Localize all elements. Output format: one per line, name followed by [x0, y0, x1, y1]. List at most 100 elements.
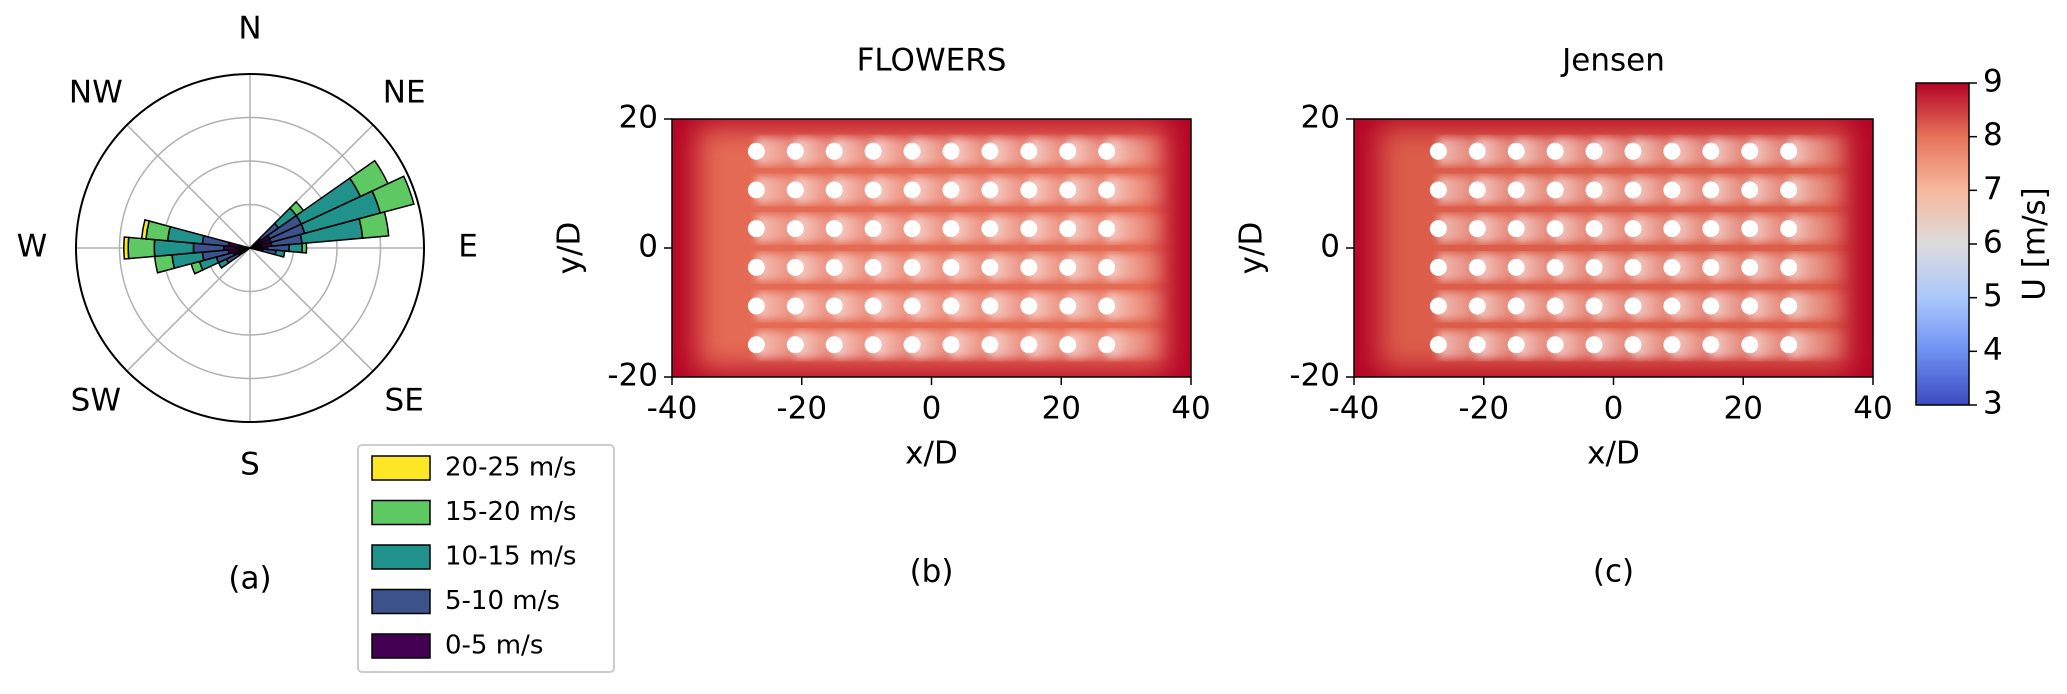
turbine	[747, 142, 765, 160]
turbine	[1663, 336, 1681, 354]
wind-bar	[301, 242, 308, 254]
turbine	[825, 220, 843, 238]
wind-bar	[140, 218, 151, 240]
panel-label: (b)	[910, 554, 954, 590]
colorbar-label: U [m/s]	[2017, 187, 2053, 301]
turbine	[1020, 258, 1038, 276]
x-tick-label: 20	[1042, 391, 1081, 427]
turbine	[1468, 336, 1486, 354]
turbine	[981, 142, 999, 160]
turbine	[1507, 220, 1525, 238]
turbine	[864, 142, 882, 160]
turbine	[1020, 142, 1038, 160]
y-tick-label: -20	[607, 358, 658, 394]
turbine	[1780, 181, 1798, 199]
wind-bar	[201, 234, 230, 247]
colorbar-tick-label: 9	[1983, 64, 2003, 100]
wake	[1106, 137, 1169, 165]
x-tick-label: 0	[1604, 391, 1624, 427]
turbine	[1663, 220, 1681, 238]
turbine	[1059, 297, 1077, 315]
wake	[1106, 176, 1169, 204]
turbine	[1059, 336, 1077, 354]
turbine	[1059, 220, 1077, 238]
velocity-field	[1378, 126, 1849, 370]
turbine	[1741, 181, 1759, 199]
turbine	[1702, 142, 1720, 160]
y-tick-label: 0	[1320, 229, 1340, 265]
turbine	[1741, 258, 1759, 276]
turbine	[1663, 181, 1681, 199]
turbine	[981, 220, 999, 238]
turbine	[1624, 220, 1642, 238]
y-tick-label: 20	[1301, 100, 1340, 136]
turbine	[1702, 336, 1720, 354]
legend-swatch	[371, 588, 431, 615]
turbine	[1702, 181, 1720, 199]
turbine	[1098, 142, 1116, 160]
turbine	[825, 258, 843, 276]
turbine	[1429, 181, 1447, 199]
turbine	[981, 336, 999, 354]
turbine	[903, 142, 921, 160]
turbine	[981, 258, 999, 276]
x-tick-label: 20	[1724, 391, 1763, 427]
legend-swatch	[371, 633, 431, 659]
turbine	[1468, 258, 1486, 276]
turbine	[1702, 297, 1720, 315]
turbine	[1741, 142, 1759, 160]
x-tick-label: -40	[1329, 391, 1380, 427]
turbine	[942, 258, 960, 276]
turbine	[1780, 297, 1798, 315]
turbine	[1468, 220, 1486, 238]
legend-label: 10-15 m/s	[445, 542, 576, 572]
wind-bar	[153, 254, 176, 274]
legend-swatch	[371, 499, 431, 526]
turbine	[1585, 181, 1603, 199]
y-tick-label: -20	[1289, 358, 1340, 394]
velocity-field	[1354, 119, 1873, 377]
turbine	[864, 181, 882, 199]
turbine	[1741, 336, 1759, 354]
turbine	[825, 297, 843, 315]
turbine	[1507, 258, 1525, 276]
wind-bar	[261, 248, 277, 256]
turbine	[1059, 142, 1077, 160]
turbine	[1585, 142, 1603, 160]
legend-swatch	[371, 455, 431, 481]
turbine	[825, 142, 843, 160]
turbine	[1546, 336, 1564, 354]
turbine	[1507, 181, 1525, 199]
turbine	[1059, 181, 1077, 199]
x-tick-label: -20	[776, 391, 827, 427]
turbine	[1020, 336, 1038, 354]
turbine	[942, 297, 960, 315]
turbine	[1429, 336, 1447, 354]
wind-bar	[274, 249, 286, 258]
turbine	[1020, 220, 1038, 238]
direction-label: SW	[71, 383, 121, 419]
turbine	[747, 181, 765, 199]
turbine	[981, 181, 999, 199]
velocity-field	[696, 126, 1167, 370]
turbine	[942, 142, 960, 160]
turbine	[1098, 258, 1116, 276]
colorbar-tick-label: 5	[1983, 278, 2003, 314]
x-tick-label: 40	[1853, 391, 1892, 427]
wake	[1788, 176, 1851, 204]
legend-label: 15-20 m/s	[445, 497, 576, 527]
turbine	[1663, 258, 1681, 276]
turbine	[1020, 181, 1038, 199]
turbine	[747, 220, 765, 238]
wake	[1106, 215, 1169, 243]
turbine	[1098, 220, 1116, 238]
grid-spoke	[126, 124, 251, 249]
colorbar-tick-label: 4	[1983, 332, 2003, 368]
turbine	[1468, 142, 1486, 160]
turbine	[1546, 142, 1564, 160]
colorbar	[1915, 82, 1970, 406]
wake	[1788, 292, 1851, 320]
x-tick-label: 0	[922, 391, 942, 427]
legend-swatch	[371, 544, 431, 570]
wake	[1788, 215, 1851, 243]
